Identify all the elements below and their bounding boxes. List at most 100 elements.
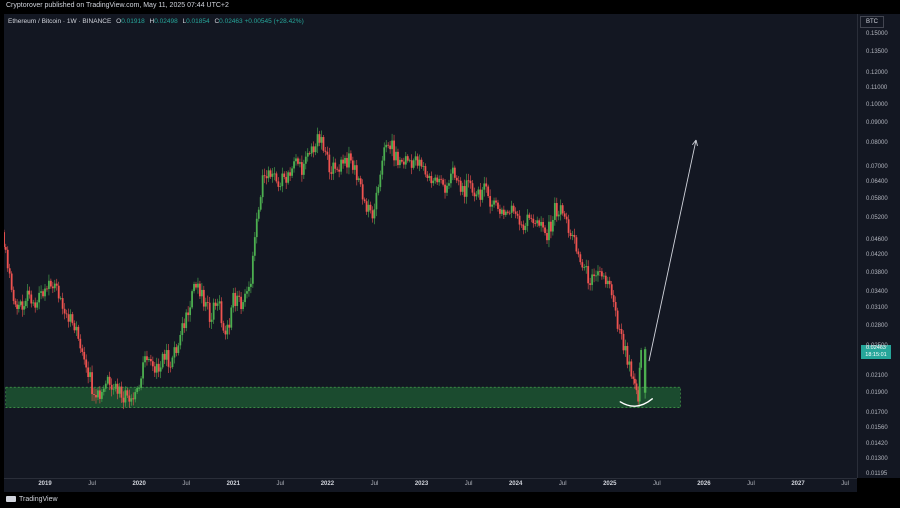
candle-body bbox=[265, 176, 268, 179]
candle-body bbox=[4, 232, 5, 248]
candle-body bbox=[573, 235, 576, 238]
candle-body bbox=[601, 271, 603, 277]
candle-body bbox=[426, 174, 429, 178]
candle-body bbox=[385, 144, 388, 148]
candle-body bbox=[112, 388, 115, 390]
candle-body bbox=[100, 391, 103, 399]
close-key: C bbox=[214, 18, 220, 25]
candle-body bbox=[175, 347, 178, 353]
candle-body bbox=[234, 292, 237, 306]
candle-body bbox=[28, 290, 31, 295]
candle-body bbox=[69, 314, 72, 322]
candle-body bbox=[34, 302, 37, 308]
candle-body bbox=[467, 180, 470, 182]
candle-body bbox=[389, 145, 392, 150]
candle-body bbox=[344, 157, 346, 164]
candle-body bbox=[510, 205, 513, 213]
candle-body bbox=[453, 167, 456, 178]
candle-body bbox=[544, 227, 546, 234]
candle-body bbox=[536, 220, 539, 224]
candle-body bbox=[289, 172, 292, 176]
candle-body bbox=[630, 361, 633, 377]
candle-body bbox=[226, 324, 229, 335]
candle-body bbox=[597, 271, 599, 276]
candle-body bbox=[21, 301, 24, 310]
candle-body bbox=[579, 254, 582, 263]
candle-body bbox=[346, 157, 348, 168]
price-axis[interactable] bbox=[857, 14, 900, 478]
price-tick-label: 0.12000 bbox=[866, 69, 888, 76]
candle-body bbox=[126, 390, 129, 396]
candle-body bbox=[469, 180, 472, 184]
candle-body bbox=[495, 200, 497, 203]
candle-body bbox=[620, 329, 623, 334]
price-tick-label: 0.01900 bbox=[866, 390, 888, 397]
candle-body bbox=[459, 180, 462, 192]
candle-body bbox=[12, 289, 15, 301]
candle-body bbox=[200, 289, 203, 297]
candle-body bbox=[214, 302, 217, 306]
symbol-label: Ethereum / Bitcoin · 1W · BINANCE bbox=[8, 18, 112, 25]
candle-body bbox=[277, 181, 280, 187]
time-tick-year: 2024 bbox=[508, 481, 523, 487]
candle-body bbox=[197, 283, 199, 288]
candle-body bbox=[185, 312, 188, 328]
candle-body bbox=[567, 219, 570, 233]
candle-body bbox=[408, 160, 411, 162]
candle-body bbox=[308, 152, 311, 154]
candle-body bbox=[285, 177, 288, 183]
time-tick-month: Jul bbox=[747, 481, 755, 487]
time-tick-month: Jul bbox=[276, 481, 285, 487]
candle-body bbox=[42, 291, 44, 297]
candle-body bbox=[359, 178, 362, 185]
candle-body bbox=[291, 168, 293, 176]
candle-body bbox=[104, 383, 107, 389]
candle-body bbox=[23, 306, 25, 310]
candle-body bbox=[559, 205, 562, 215]
candle-body bbox=[461, 186, 464, 192]
time-tick-year: 2026 bbox=[697, 481, 711, 487]
candle-body bbox=[548, 221, 550, 241]
candle-body bbox=[51, 286, 54, 289]
candle-body bbox=[75, 326, 78, 331]
candle-body bbox=[173, 347, 176, 358]
tradingview-logo[interactable]: TradingView bbox=[6, 496, 58, 503]
candle-body bbox=[583, 267, 586, 268]
candle-body bbox=[19, 301, 22, 305]
candle-body bbox=[373, 209, 376, 219]
candle-body bbox=[149, 359, 152, 362]
candle-body bbox=[493, 200, 495, 205]
candle-body bbox=[638, 367, 641, 402]
candle-body bbox=[26, 290, 29, 301]
candle-body bbox=[8, 268, 11, 274]
candle-body bbox=[577, 251, 580, 255]
currency-label[interactable]: BTC bbox=[860, 16, 884, 28]
candle-body bbox=[87, 367, 90, 377]
candle-body bbox=[191, 291, 193, 308]
candle-body bbox=[506, 211, 509, 213]
candle-body bbox=[546, 233, 548, 241]
time-tick-year: 2021 bbox=[226, 481, 240, 487]
candle-body bbox=[95, 394, 97, 398]
candle-body bbox=[516, 213, 519, 216]
candle-body bbox=[93, 394, 95, 395]
price-tick-label: 0.02500 bbox=[866, 342, 888, 349]
candle-body bbox=[553, 203, 556, 220]
candle-body bbox=[585, 266, 588, 268]
support-zone bbox=[5, 386, 681, 408]
candle-body bbox=[1, 232, 3, 234]
candle-body bbox=[322, 137, 325, 151]
candle-body bbox=[224, 330, 227, 335]
price-tick-label: 0.09000 bbox=[866, 119, 888, 126]
price-tick-label: 0.03400 bbox=[866, 289, 888, 296]
candle-body bbox=[144, 356, 146, 363]
candle-body bbox=[406, 156, 409, 161]
candle-body bbox=[534, 223, 537, 224]
time-axis[interactable] bbox=[4, 478, 857, 493]
candle-body bbox=[332, 162, 335, 174]
low-key: L bbox=[182, 18, 187, 25]
candle-body bbox=[414, 156, 417, 161]
price-tick-label: 0.05800 bbox=[866, 196, 888, 203]
candle-body bbox=[342, 159, 344, 164]
